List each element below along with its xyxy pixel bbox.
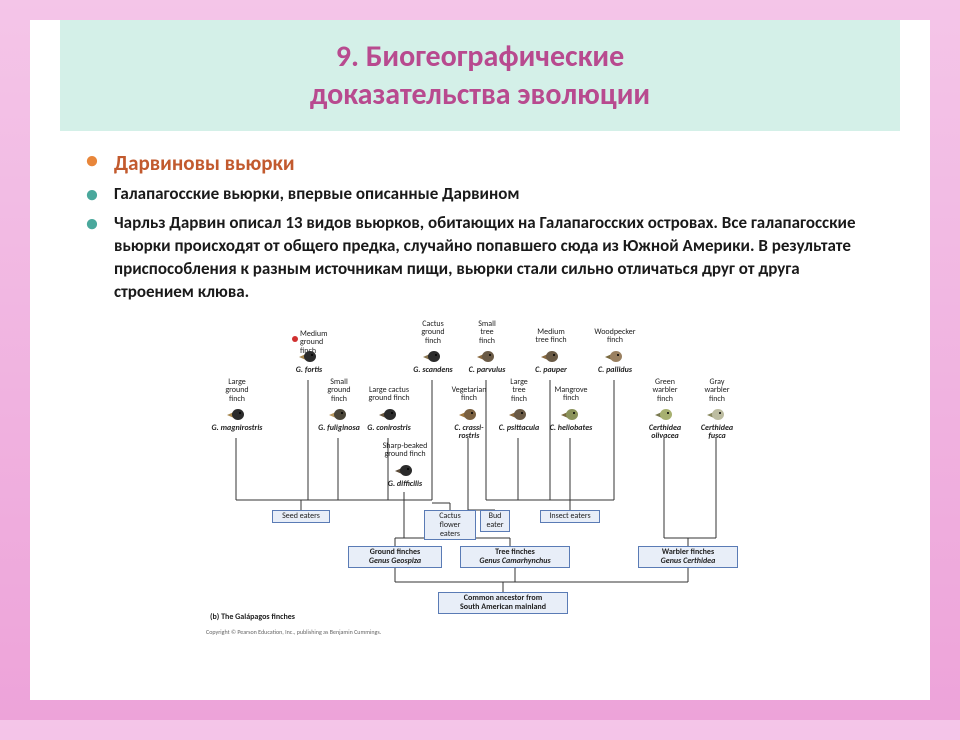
- box-tree-finches: Tree finchesGenus Camarhynchus: [460, 546, 570, 568]
- bird-label-bot: C. parvulus: [456, 366, 518, 374]
- bird-green-warbler: [654, 406, 676, 422]
- caption-b: (b) The Galápagos finches: [210, 612, 295, 622]
- box-bud-eater: Bud eater: [480, 510, 510, 532]
- bird-label-bot: G. magnirostris: [206, 424, 268, 432]
- bird-label-top: Sharp-beaked ground finch: [378, 442, 432, 459]
- box-insect-eaters: Insect eaters: [540, 510, 600, 523]
- bird-label-bot: G. scandens: [402, 366, 464, 374]
- bird-small-ground: [328, 406, 350, 422]
- slide: 9. Биогеографические доказательства эвол…: [30, 20, 930, 700]
- bird-label-top: Green warbler finch: [638, 378, 692, 403]
- bird-label-bot: G. fortis: [278, 366, 340, 374]
- bird-label-top: Large ground finch: [210, 378, 264, 403]
- bird-gray-warbler: [706, 406, 728, 422]
- bird-label-bot: Certhidea fusca: [686, 424, 748, 441]
- title-line-1: 9. Биогеографические: [336, 38, 625, 75]
- bird-large-ground: [226, 406, 248, 422]
- bird-large-cactus: [378, 406, 400, 422]
- phylogeny-diagram: Medium ground finch (b) The Galápagos fi…: [200, 318, 760, 638]
- bird-cactus-ground: [422, 348, 444, 364]
- bird-vegetarian: [458, 406, 480, 422]
- box-ground-finches: Ground finchesGenus Geospiza: [348, 546, 442, 568]
- red-dot-icon: [292, 336, 298, 342]
- bird-small-tree: [476, 348, 498, 364]
- bird-label-bot: C. pauper: [520, 366, 582, 374]
- bird-woodpecker: [604, 348, 626, 364]
- bird-label-top: Small ground finch: [312, 378, 366, 403]
- bird-label-top: Large cactus ground finch: [362, 386, 416, 403]
- copyright-text: Copyright © Pearson Education, Inc., pub…: [206, 628, 381, 636]
- title-line-2: доказательства эволюции: [310, 76, 650, 113]
- bird-label-top: Medium tree finch: [524, 328, 578, 345]
- body-text: Дарвиновы вьюрки Галапагосские вьюрки, вп…: [30, 139, 930, 314]
- bullet-list: Дарвиновы вьюрки Галапагосские вьюрки, вп…: [86, 149, 874, 304]
- bird-medium-tree: [540, 348, 562, 364]
- bird-label-bot: C. heliobates: [540, 424, 602, 432]
- bird-label-top: Vegetarian finch: [442, 386, 496, 403]
- bird-label-top: Woodpecker finch: [588, 328, 642, 345]
- bird-sharp-beaked: [394, 462, 416, 478]
- bullet-item: Дарвиновы вьюрки: [86, 149, 874, 177]
- box-warbler-finches: Warbler finchesGenus Certhidea: [638, 546, 738, 568]
- bird-label-bot: C. pallidus: [584, 366, 646, 374]
- bird-label-top: Gray warbler finch: [690, 378, 744, 403]
- bird-medium-ground: [298, 348, 320, 364]
- bird-label-bot: G. conirostris: [358, 424, 420, 432]
- bullet-item: Галапагосские вьюрки, впервые описанные …: [86, 183, 874, 206]
- bird-large-tree: [508, 406, 530, 422]
- box-seed-eaters: Seed eaters: [272, 510, 330, 523]
- title-block: 9. Биогеографические доказательства эвол…: [60, 20, 900, 131]
- bird-label-top: Cactus ground finch: [406, 320, 460, 345]
- slide-title: 9. Биогеографические доказательства эвол…: [100, 38, 860, 113]
- bird-label-top: Small tree finch: [460, 320, 514, 345]
- bird-label-top: Large tree finch: [492, 378, 546, 403]
- box-cactus-flower: Cactus flower eaters: [424, 510, 476, 540]
- box-common-ancestor: Common ancestor from South American main…: [438, 592, 568, 614]
- bullet-item: Чарльз Дарвин описал 13 видов вьюрков, о…: [86, 212, 874, 304]
- bird-mangrove: [560, 406, 582, 422]
- bird-label-bot: G. difficilis: [374, 480, 436, 488]
- bird-label-top: Mangrove finch: [544, 386, 598, 403]
